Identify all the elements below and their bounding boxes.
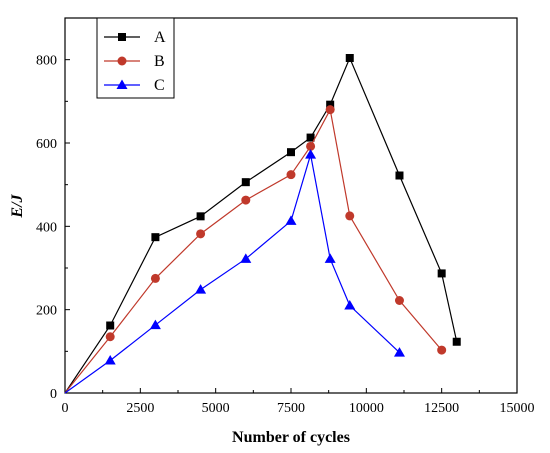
data-point bbox=[395, 171, 404, 180]
data-point bbox=[106, 321, 115, 330]
y-tick-label: 800 bbox=[36, 54, 57, 69]
legend-label: C bbox=[154, 77, 165, 94]
data-point bbox=[150, 273, 160, 283]
x-tick-label: 15000 bbox=[500, 401, 535, 416]
data-point bbox=[437, 269, 446, 278]
data-point bbox=[437, 345, 447, 355]
data-point bbox=[344, 300, 356, 310]
data-point bbox=[305, 149, 317, 159]
data-point bbox=[105, 332, 115, 342]
x-tick-label: 2500 bbox=[126, 401, 154, 416]
legend-item-B: B bbox=[104, 53, 165, 70]
legend-marker bbox=[118, 33, 126, 41]
data-point bbox=[196, 212, 205, 221]
data-point bbox=[241, 178, 250, 187]
data-point bbox=[345, 54, 354, 62]
x-tick-label: 10000 bbox=[349, 401, 384, 416]
y-tick-label: 400 bbox=[36, 220, 57, 235]
data-point bbox=[326, 100, 335, 109]
data-point bbox=[241, 195, 251, 205]
data-point bbox=[394, 296, 404, 305]
series-layer bbox=[64, 54, 461, 394]
series-C bbox=[64, 149, 405, 394]
data-point bbox=[104, 355, 116, 365]
x-axis-title: Number of cycles bbox=[232, 429, 350, 446]
legend: ABC bbox=[96, 17, 175, 99]
data-point bbox=[151, 233, 160, 242]
data-point bbox=[324, 253, 336, 263]
data-point bbox=[285, 215, 297, 225]
x-tick-label: 7500 bbox=[277, 401, 305, 416]
series-B bbox=[64, 105, 447, 394]
data-point bbox=[240, 253, 252, 263]
y-tick-label: 600 bbox=[36, 137, 57, 152]
legend-item-A: A bbox=[104, 29, 166, 46]
x-tick-label: 0 bbox=[62, 401, 69, 416]
x-tick-label: 12500 bbox=[424, 401, 459, 416]
legend-label: A bbox=[154, 29, 166, 46]
data-point bbox=[195, 284, 207, 294]
x-tick-label: 5000 bbox=[202, 401, 230, 416]
legend-item-C: C bbox=[104, 77, 165, 94]
legend-label: B bbox=[154, 53, 165, 70]
data-point bbox=[306, 141, 316, 151]
y-axis-title: E/J bbox=[9, 193, 26, 218]
data-point bbox=[452, 337, 461, 346]
data-point bbox=[345, 211, 355, 221]
data-point bbox=[287, 148, 295, 157]
data-point bbox=[196, 229, 206, 239]
series-line bbox=[64, 56, 458, 394]
series-line bbox=[64, 107, 443, 394]
series-line bbox=[64, 154, 400, 394]
series-A bbox=[64, 54, 461, 394]
axis-ticks: 0 2500 5000 7500 10000 12500 15000 0 200 400 600 80… bbox=[36, 54, 535, 416]
data-point bbox=[286, 170, 296, 180]
data-point bbox=[393, 347, 405, 357]
data-point bbox=[306, 133, 315, 142]
y-tick-label: 200 bbox=[36, 304, 57, 319]
legend-marker bbox=[116, 79, 128, 89]
y-tick-label: 0 bbox=[50, 387, 57, 402]
data-point bbox=[149, 319, 161, 330]
data-point bbox=[325, 105, 335, 115]
legend-marker bbox=[117, 56, 127, 66]
